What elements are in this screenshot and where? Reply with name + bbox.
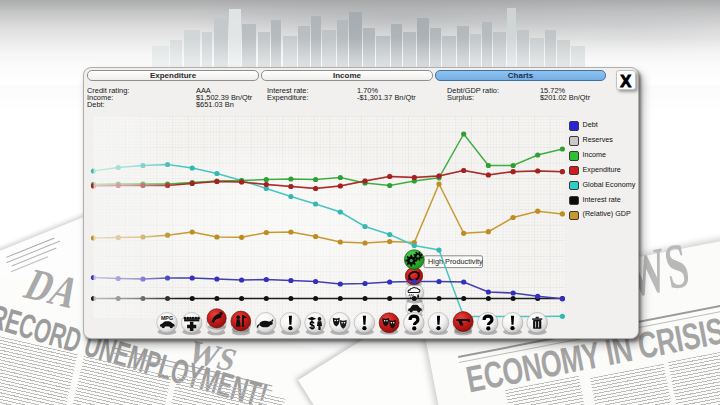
svg-text:MPG: MPG [161,315,173,321]
